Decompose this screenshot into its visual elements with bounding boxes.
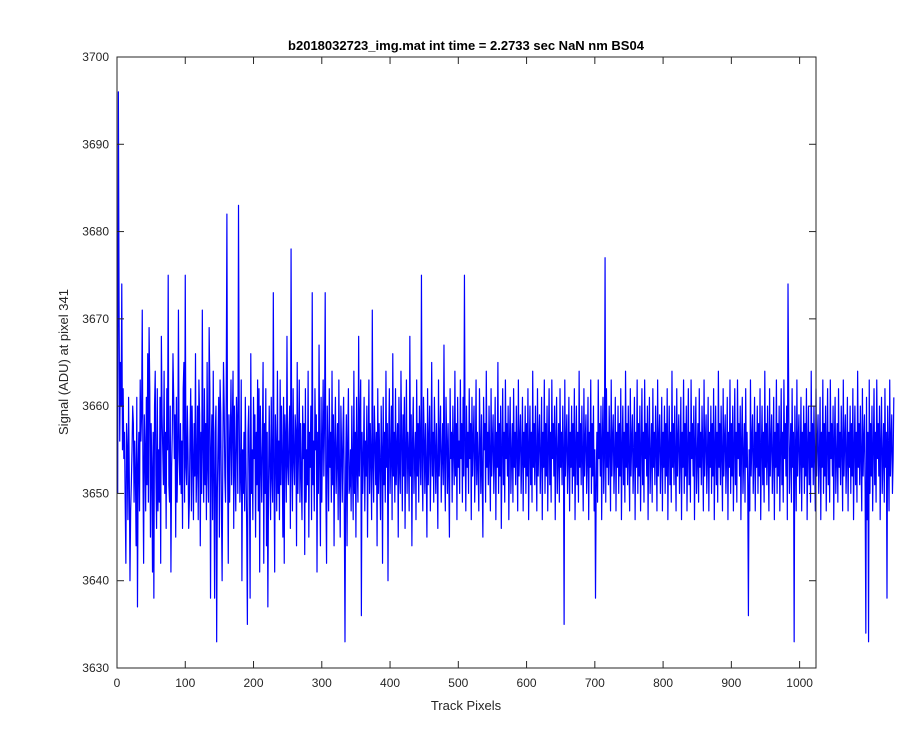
axes-box xyxy=(116,56,817,669)
x-tick-label: 1000 xyxy=(786,676,813,690)
y-tick-label: 3680 xyxy=(82,225,109,239)
x-tick-label: 900 xyxy=(721,676,741,690)
x-tick-label: 300 xyxy=(312,676,332,690)
x-axis-label: Track Pixels xyxy=(431,698,502,713)
x-tick-label: 100 xyxy=(175,676,195,690)
y-tick-label: 3630 xyxy=(82,661,109,675)
x-tick-label: 500 xyxy=(448,676,468,690)
y-tick-label: 3670 xyxy=(82,312,109,326)
y-tick-label: 3640 xyxy=(82,574,109,588)
series-line xyxy=(117,91,895,643)
series-layer xyxy=(117,91,895,643)
chart-title: b2018032723_img.mat int time = 2.2733 se… xyxy=(288,38,645,53)
y-tick-label: 3690 xyxy=(82,137,109,151)
y-tick-label: 3700 xyxy=(82,50,109,64)
x-tick-label: 800 xyxy=(653,676,673,690)
y-tick-label: 3650 xyxy=(82,486,109,500)
x-tick-label: 600 xyxy=(517,676,537,690)
y-axis-label: Signal (ADU) at pixel 341 xyxy=(56,289,71,435)
x-tick-label: 200 xyxy=(244,676,264,690)
x-tick-label: 700 xyxy=(585,676,605,690)
x-tick-label: 0 xyxy=(114,676,121,690)
y-axis: 3630 3640 3650 3660 3670 3680 3690 3700 xyxy=(82,50,816,675)
x-tick-label: 400 xyxy=(380,676,400,690)
plot-background xyxy=(117,57,816,668)
y-tick-label: 3660 xyxy=(82,399,109,413)
x-axis: 0 100 200 300 400 500 600 700 800 900 1000 xyxy=(114,57,813,690)
